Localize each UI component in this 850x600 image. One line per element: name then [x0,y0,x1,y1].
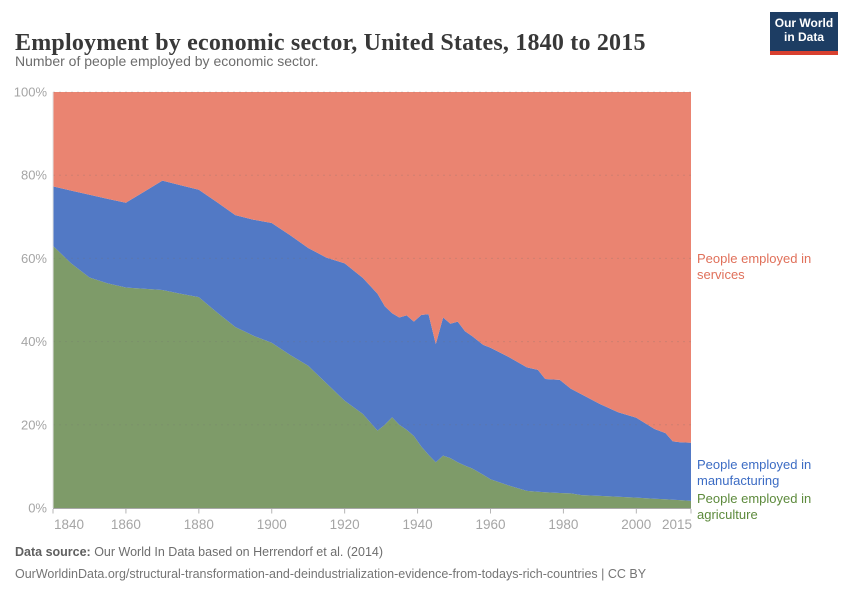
x-tick-label-2015: 2015 [662,517,692,532]
x-tick-label-1960: 1960 [475,517,505,532]
page-title: Employment by economic sector, United St… [15,30,646,57]
y-tick-label-80%: 80% [21,168,47,183]
chart-footer: Data source: Our World In Data based on … [15,541,646,585]
y-tick-label-60%: 60% [21,251,47,266]
x-tick-label-1860: 1860 [111,517,141,532]
data-source-text: Our World In Data based on Herrendorf et… [90,545,384,559]
area-manufacturing [53,180,691,501]
data-source-label: Data source: [15,545,91,559]
y-tick-label-20%: 20% [21,417,47,432]
x-tick-label-1980: 1980 [548,517,578,532]
x-tick-label-1920: 1920 [330,517,360,532]
y-tick-label-0%: 0% [28,501,47,516]
y-tick-label-100%: 100% [14,85,48,100]
x-tick-label-1880: 1880 [184,517,214,532]
legend-label-manufacturing: People employed in manufacturing [697,457,812,488]
y-tick-label-40%: 40% [21,334,47,349]
owid-logo-line2: in Data [783,30,824,44]
legend-label-services: People employed in services [697,251,812,282]
x-tick-label-1840: 1840 [54,517,84,532]
x-tick-label-2000: 2000 [621,517,651,532]
area-agriculture [53,245,691,508]
chart-subtitle: Number of people employed by economic se… [15,53,319,69]
area-services [53,92,691,443]
owid-logo[interactable]: Our World in Data [770,12,838,55]
data-source-line: Data source: Our World In Data based on … [15,541,646,563]
owid-logo-line1: Our World [774,16,834,30]
x-tick-label-1940: 1940 [403,517,433,532]
source-url-link[interactable]: OurWorldinData.org/structural-transforma… [15,567,647,581]
x-tick-label-1900: 1900 [257,517,287,532]
stacked-area-chart: 0% 20% 40% 60% 80% 100% 1840 1860 1880 1900 1920 19… [14,85,692,533]
legend-label-agriculture: People employed in agriculture [697,491,812,522]
